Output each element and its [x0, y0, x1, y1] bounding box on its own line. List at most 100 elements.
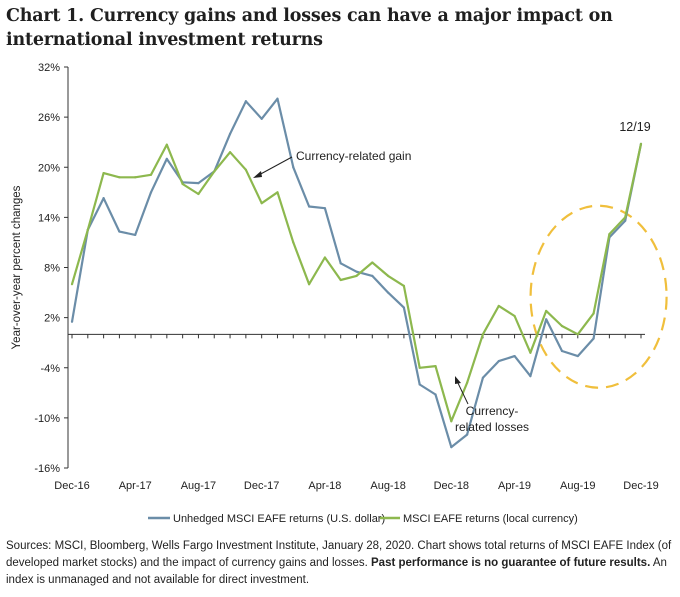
data-point — [307, 283, 311, 286]
data-point — [228, 151, 232, 154]
legend-label-1: Unhedged MSCI EAFE returns (U.S. dollar) — [173, 513, 385, 525]
data-point — [497, 359, 500, 363]
data-point — [149, 191, 153, 194]
annotation-losses-arrowhead — [455, 376, 461, 384]
y-tick-label: 32% — [38, 62, 60, 74]
x-tick-label: Apr-18 — [308, 480, 341, 492]
annotation-currency-losses-2: related losses — [455, 420, 529, 434]
y-axis-title: Year-over-year percent changes — [11, 185, 23, 349]
data-point — [387, 291, 390, 294]
annotations: Currency-related gain Currency-related lo… — [253, 120, 651, 434]
axes: 32% 26% 20% 14% 8% 2% -4% -10% -16% Dec-16 Apr-17 A… — [11, 62, 668, 492]
x-tick-label: Dec-16 — [54, 480, 89, 492]
data-point — [355, 274, 358, 277]
data-point — [529, 375, 532, 378]
data-point — [387, 274, 390, 277]
data-point — [624, 216, 627, 219]
x-tick-label: Dec-17 — [244, 480, 279, 492]
y-tick-label: 2% — [44, 313, 60, 325]
annotation-currency-gain: Currency-related gain — [296, 149, 411, 163]
data-point — [434, 393, 437, 396]
annotation-currency-losses-1: Currency- — [466, 404, 519, 418]
data-point — [118, 230, 121, 233]
data-point — [402, 284, 406, 287]
data-point — [165, 143, 168, 146]
y-tick-label: -4% — [40, 363, 60, 375]
data-point — [292, 241, 295, 244]
x-tick-label: Aug-19 — [560, 480, 595, 492]
data-point — [292, 166, 295, 169]
data-point — [466, 381, 469, 384]
data-point — [276, 97, 279, 100]
x-tick-label: Apr-19 — [498, 480, 531, 492]
disclaimer-bold: Past performance is no guarantee of futu… — [371, 557, 651, 569]
data-point — [450, 446, 453, 449]
data-point — [608, 232, 611, 236]
y-tick-label: 14% — [38, 212, 60, 224]
x-tick-label: Aug-18 — [370, 480, 405, 492]
series-line-2 — [70, 143, 643, 423]
data-point — [197, 192, 200, 196]
legend: Unhedged MSCI EAFE returns (U.S. dollar)… — [148, 513, 578, 525]
data-point — [418, 366, 421, 369]
data-point — [639, 142, 643, 145]
data-point — [323, 256, 326, 259]
data-point — [355, 270, 358, 273]
data-point — [149, 173, 153, 176]
data-point — [545, 309, 548, 313]
x-tick-label: Dec-19 — [623, 480, 658, 492]
data-point — [592, 337, 595, 340]
data-point — [497, 304, 500, 308]
data-point — [165, 157, 168, 160]
data-point — [102, 171, 105, 175]
data-point — [513, 354, 516, 358]
data-point — [323, 207, 326, 210]
annotation-12-19: 12/19 — [619, 120, 650, 134]
x-tick-label: Apr-17 — [119, 480, 152, 492]
data-point — [181, 182, 184, 186]
data-point — [402, 306, 406, 309]
data-point — [560, 324, 564, 328]
data-point — [371, 274, 374, 277]
data-point — [513, 314, 516, 318]
data-point — [339, 278, 342, 282]
y-tick-label: -16% — [34, 463, 60, 475]
data-point — [371, 261, 374, 264]
data-point — [118, 176, 121, 179]
data-point — [244, 100, 247, 103]
data-point — [624, 219, 627, 222]
x-tick-label: Dec-18 — [434, 480, 469, 492]
data-point — [576, 333, 579, 336]
data-point — [197, 182, 200, 185]
data-point — [576, 354, 579, 358]
data-point — [560, 349, 564, 353]
annotation-gain-arrowhead — [253, 171, 262, 178]
data-point — [70, 320, 74, 323]
x-tick-label: Aug-17 — [181, 480, 216, 492]
data-point — [134, 233, 137, 237]
data-point — [70, 283, 74, 286]
data-point — [213, 170, 216, 173]
data-point — [481, 333, 485, 336]
data-point — [276, 191, 279, 194]
data-point — [434, 364, 437, 368]
data-point — [418, 383, 421, 386]
data-point — [228, 132, 232, 135]
highlight-ellipse — [529, 204, 668, 389]
data-point — [450, 420, 453, 423]
data-point — [102, 197, 105, 200]
series-layer — [70, 97, 643, 449]
data-point — [307, 205, 311, 208]
annotation-losses-arrow — [456, 380, 469, 405]
source-text: Sources: MSCI, Bloomberg, Wells Fargo In… — [6, 540, 672, 569]
source-note: Sources: MSCI, Bloomberg, Wells Fargo In… — [6, 538, 674, 589]
y-tick-label: -10% — [34, 413, 60, 425]
source-text-end: An index is unmanaged and not available … — [6, 557, 667, 586]
y-tick-label: 26% — [38, 112, 60, 124]
data-point — [481, 376, 485, 379]
data-point — [260, 117, 263, 120]
data-point — [592, 312, 595, 315]
data-point — [529, 351, 532, 354]
data-point — [244, 168, 247, 171]
